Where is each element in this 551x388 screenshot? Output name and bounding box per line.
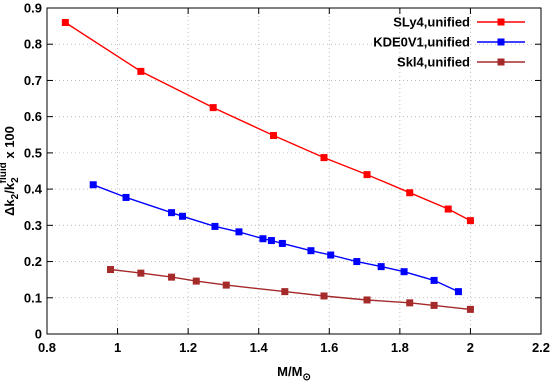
data-point [107, 266, 115, 274]
data-point [278, 239, 286, 247]
y-tick-label: 0.1 [24, 290, 42, 305]
tick-labels: 0.8 1 1.2 1.4 1.6 1.8 2 2.2 0 0.1 0.2 0.3 0.4 0.5 0.6 0… [24, 1, 550, 356]
y-tick-label: 0.8 [24, 37, 42, 52]
data-point [209, 104, 217, 112]
data-point [192, 277, 200, 285]
x-axis-label-main: M/M [277, 364, 302, 379]
y-axis-label-part-a: Δk [2, 199, 17, 216]
data-point [211, 222, 219, 230]
y-tick-label: 0.4 [24, 182, 43, 197]
data-point [222, 281, 230, 289]
legend-item: SLy4,unified [393, 15, 525, 30]
legend-item: KDE0V1,unified [373, 35, 525, 50]
y-tick-label: 0.9 [24, 1, 42, 16]
y-axis-label: Δk2/k2fluid x 100 [0, 126, 21, 216]
data-point [466, 217, 474, 225]
data-point [430, 301, 438, 309]
data-point [444, 205, 452, 213]
legend-marker [497, 18, 505, 26]
y-tick-label: 0 [35, 327, 42, 342]
series-group [61, 18, 474, 313]
legend-item: Skl4,unified [397, 55, 525, 70]
series-3 [107, 266, 474, 313]
data-point [400, 268, 408, 276]
legend-label: KDE0V1,unified [373, 35, 470, 50]
data-point [406, 189, 414, 197]
data-point [307, 247, 315, 255]
y-tick-label: 0.7 [24, 73, 42, 88]
data-point [320, 292, 328, 300]
data-point [178, 212, 186, 220]
data-point [353, 258, 361, 266]
data-point [406, 299, 414, 307]
legend-marker [497, 38, 505, 46]
x-tick-label: 2.2 [532, 340, 550, 355]
y-tick-label: 0.3 [24, 218, 42, 233]
data-point [137, 67, 145, 75]
data-point [454, 288, 462, 296]
x-tick-label: 1.2 [179, 340, 197, 355]
data-point [430, 276, 438, 284]
legend: SLy4,unified KDE0V1,unified Skl4,unified [373, 15, 525, 70]
y-tick-label: 0.2 [24, 254, 42, 269]
data-point [89, 181, 97, 189]
data-point [168, 209, 176, 217]
data-point [281, 288, 289, 296]
y-axis-label-part-c: x 100 [2, 126, 17, 162]
x-axis-label: M/M⊙ [277, 364, 311, 383]
plot-frame [46, 7, 542, 335]
x-tick-label: 0.8 [38, 340, 56, 355]
x-tick-label: 2 [467, 340, 474, 355]
data-point [363, 296, 371, 304]
y-axis-label-superscript: fluid [0, 162, 9, 183]
y-axis-label-part-b: /k [2, 182, 17, 194]
series-line [92, 184, 459, 293]
x-tick-label: 1.6 [320, 340, 338, 355]
data-point [61, 18, 69, 26]
x-tick-label: 1.4 [250, 340, 269, 355]
y-axis-label-sub-a: 2 [10, 193, 21, 199]
data-point [327, 251, 335, 259]
data-point [235, 228, 243, 236]
legend-label: Skl4,unified [397, 55, 470, 70]
data-point [168, 273, 176, 281]
data-point [122, 193, 130, 201]
data-point [137, 269, 145, 277]
legend-label: SLy4,unified [393, 15, 470, 30]
data-point [270, 132, 278, 140]
data-point [267, 237, 275, 245]
data-point [320, 154, 328, 162]
legend-marker [497, 58, 505, 66]
x-tick-label: 1.8 [391, 340, 409, 355]
series-1 [61, 18, 474, 225]
data-point [259, 235, 267, 243]
y-tick-label: 0.5 [24, 145, 42, 160]
x-axis-label-subscript: ⊙ [302, 372, 310, 383]
y-tick-label: 0.6 [24, 109, 42, 124]
data-point [363, 171, 371, 179]
data-point [466, 305, 474, 313]
data-point [377, 263, 385, 271]
x-tick-label: 1 [114, 340, 121, 355]
series-2 [89, 181, 462, 296]
y-axis-label-sub-b: 2 [10, 177, 21, 183]
